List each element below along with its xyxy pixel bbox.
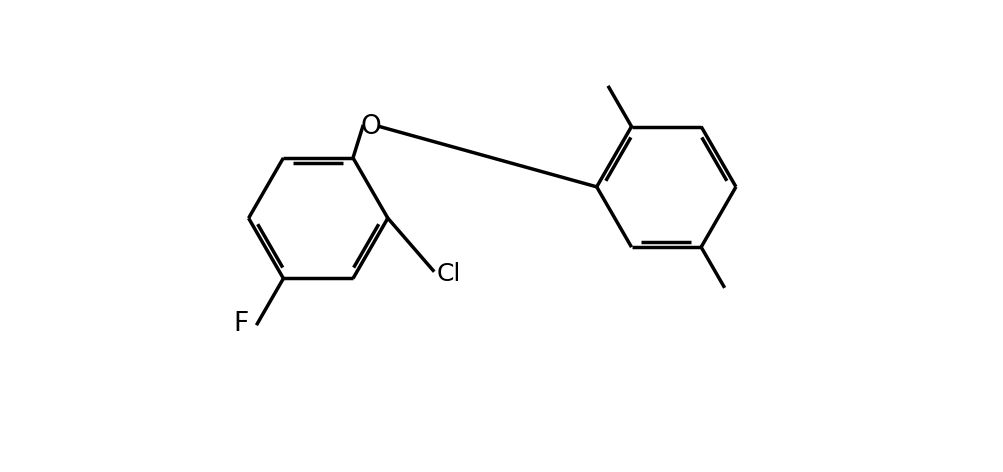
Text: F: F xyxy=(234,311,249,337)
Text: Cl: Cl xyxy=(436,262,460,286)
Text: O: O xyxy=(360,114,381,140)
